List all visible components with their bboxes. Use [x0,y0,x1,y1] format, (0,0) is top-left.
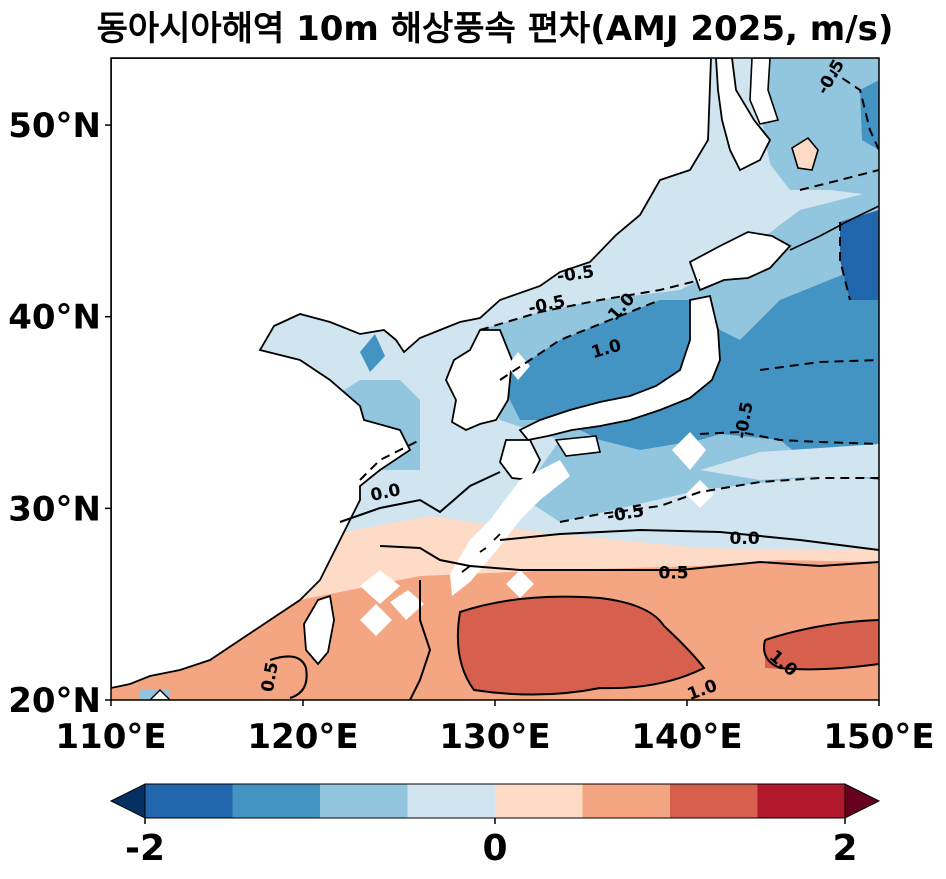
colorbar-extend-low [109,783,146,819]
y-tick-label: 30°N [8,489,101,529]
x-tick-label: 110°E [55,717,166,757]
contour-one-positive-east [763,619,879,671]
colorbar-cell [145,784,233,818]
negative-contour-lines [359,69,879,523]
contour-half-positive [379,545,879,571]
contour-label: 0.0 [730,529,760,549]
land-shikoku [554,435,601,457]
contour-neg-half-pacific [699,430,879,445]
colorbar-tick-label: 2 [832,828,857,869]
land-hokkaido [688,231,792,292]
contour-half-west-strait [409,580,432,700]
land-mainland-asia [111,58,712,689]
contour-neg-one-pacific [759,359,879,371]
land-sakhalin [715,58,772,172]
colorbar-cell [757,784,845,818]
y-tick-label: 20°N [8,681,101,721]
contour-one-positive-center [456,595,706,696]
colorbar-cell [495,784,583,818]
contour-label: 0.5 [658,564,688,584]
land-honshu [518,294,721,441]
contour-neg-1-5-east [839,222,851,301]
fill-positive-strong-center [457,596,704,695]
colorbar-cell [582,784,670,818]
land-taiwan [303,594,335,666]
colorbar: -2 0 2 [109,783,881,869]
figure-title: 동아시아해역 10m 해상풍속 편차(AMJ 2025, m/s) [97,9,894,49]
contour-neg-half-japansea [479,279,701,331]
colorbar-cell [232,784,320,818]
x-tick-label: 140°E [631,717,742,757]
colorbar-tick-label: 0 [482,828,507,869]
contour-neg-one-japansea [499,299,661,381]
fill-negative-strong-okhotsk [860,80,879,150]
contour-neg-half-okhotsk [799,169,879,191]
colorbar-cell [320,784,408,818]
fill-positive-taiwan [270,656,307,698]
contour-zero-west [339,471,501,523]
colorbar-cell [407,784,495,818]
contour-zero-east [499,528,879,551]
colorbar-tick-label: -2 [125,828,165,869]
colorbar-extend-high [844,783,881,819]
contour-neg-one-okhotsk [829,69,879,151]
fill-negative-okhotsk [760,58,879,196]
longitude-axis: 110°E 120°E 130°E 140°E 150°E [55,700,935,757]
map-panel: -0.5-0.5-0.5 1.01.0-0.50.0-0.50.00.50.5 1.… [110,56,880,705]
y-tick-label: 40°N [8,298,101,338]
fill-negative-weak-east [700,444,879,480]
contour-half-positive-taiwan [269,655,308,699]
x-tick-label: 120°E [247,717,358,757]
landmass-layer [111,58,879,700]
ryukyu-mask [450,460,570,596]
y-tick-label: 50°N [8,106,101,146]
contour-lines [269,471,879,700]
x-tick-label: 150°E [823,717,934,757]
x-tick-label: 130°E [439,717,550,757]
latitude-axis: 20°N 30°N 40°N 50°N [8,106,111,721]
kuril-islands [789,205,879,251]
fill-negative-core-east [840,210,879,300]
fill-negative-strong-bohai [360,334,385,372]
colorbar-cell [670,784,758,818]
contour-neg-half-south [559,477,879,523]
fill-positive-okhotsk-spot [792,138,818,170]
